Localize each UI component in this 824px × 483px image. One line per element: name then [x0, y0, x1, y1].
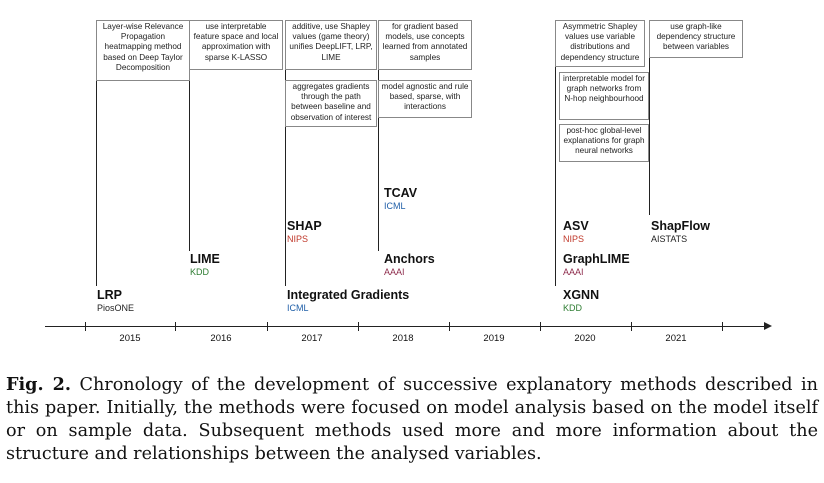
method-name-lime: LIME	[190, 252, 220, 266]
description-box-anchors: model agnostic and rule based, sparse, w…	[378, 80, 472, 118]
year-label: 2019	[483, 333, 505, 344]
connector-anchors	[378, 185, 379, 251]
description-box-integrated-gradients: aggregates gradients through the path be…	[285, 80, 377, 127]
method-name-xgnn: XGNN	[563, 288, 600, 302]
connector-lrp	[96, 20, 97, 286]
timeline-tick	[175, 322, 176, 331]
timeline-axis	[45, 326, 765, 327]
method-venue-graphlime: AAAI	[563, 267, 584, 277]
figure-caption: Fig. 2. Chronology of the development of…	[6, 373, 818, 466]
timeline-tick	[631, 322, 632, 331]
method-name-asv: ASV	[563, 219, 589, 233]
timeline-arrow-icon	[764, 322, 772, 330]
description-box-asv: Asymmetric Shapley values use variable d…	[555, 20, 645, 67]
connector-shapflow	[649, 20, 650, 215]
method-venue-xgnn: KDD	[563, 303, 583, 313]
method-name-tcav: TCAV	[384, 186, 418, 200]
timeline-tick	[722, 322, 723, 331]
connector-asv	[555, 20, 556, 215]
method-venue-shap: NIPS	[287, 234, 309, 244]
method-venue-shapflow: AISTATS	[651, 234, 688, 244]
method-venue-lrp: PiosONE	[97, 303, 135, 313]
description-box-lime: use interpretable feature space and loca…	[189, 20, 283, 70]
year-label: 2018	[392, 333, 414, 344]
timeline-tick	[267, 322, 268, 331]
connector-lime	[189, 20, 190, 251]
method-name-lrp: LRP	[97, 288, 122, 302]
year-label: 2015	[119, 333, 141, 344]
year-label: 2016	[210, 333, 232, 344]
timeline-tick	[85, 322, 86, 331]
connector-integrated-gradients	[285, 215, 286, 286]
chronology-diagram: Layer-wise Relevance Propagation heatmap…	[45, 20, 772, 344]
method-name-graphlime: GraphLIME	[563, 252, 630, 266]
method-name-shap: SHAP	[287, 219, 322, 233]
method-venue-tcav: ICML	[384, 201, 406, 211]
description-box-xgnn: post-hoc global-level explanations for g…	[559, 124, 649, 162]
year-label: 2020	[574, 333, 596, 344]
caption-label: Fig. 2.	[6, 374, 71, 395]
description-box-lrp: Layer-wise Relevance Propagation heatmap…	[96, 20, 190, 81]
caption-text: Chronology of the development of success…	[6, 375, 819, 464]
connector-graphlime	[555, 215, 556, 251]
method-name-anchors: Anchors	[384, 252, 435, 266]
description-box-tcav: for gradient based models, use concepts …	[378, 20, 472, 70]
description-box-shapflow: use graph-like dependency structure betw…	[649, 20, 743, 58]
method-name-integrated-gradients: Integrated Gradients	[287, 288, 410, 302]
method-venue-anchors: AAAI	[384, 267, 405, 277]
timeline-tick	[449, 322, 450, 331]
connector-xgnn	[555, 251, 556, 286]
description-box-graphlime: interpretable model for graph networks f…	[559, 72, 649, 120]
method-venue-integrated-gradients: ICML	[287, 303, 309, 313]
method-venue-asv: NIPS	[563, 234, 585, 244]
year-label: 2021	[665, 333, 687, 344]
year-label: 2017	[301, 333, 323, 344]
timeline-tick	[358, 322, 359, 331]
method-venue-lime: KDD	[190, 267, 210, 277]
description-box-shap: additive, use Shapley values (game theor…	[285, 20, 377, 70]
timeline-tick	[540, 322, 541, 331]
method-name-shapflow: ShapFlow	[651, 219, 711, 233]
